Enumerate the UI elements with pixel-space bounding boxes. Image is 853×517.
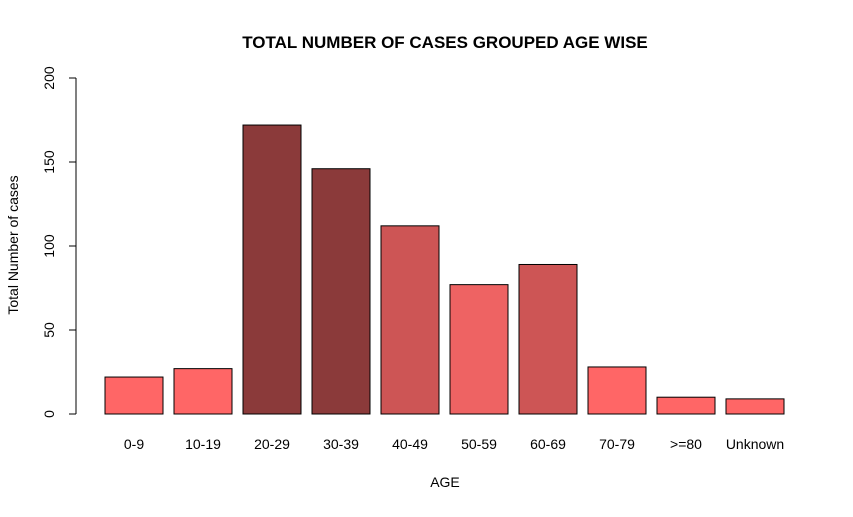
y-tick-label: 50 bbox=[41, 322, 57, 338]
x-tick-label: 30-39 bbox=[323, 436, 359, 452]
x-tick-label: 20-29 bbox=[254, 436, 290, 452]
y-axis-label: Total Number of cases bbox=[5, 175, 21, 314]
x-tick-label: 70-79 bbox=[599, 436, 635, 452]
x-tick-label: 50-59 bbox=[461, 436, 497, 452]
x-tick-labels: 0-9 10-19 20-29 30-39 40-49 50-59 60-69 70-79 >=… bbox=[124, 436, 784, 452]
chart-title: TOTAL NUMBER OF CASES GROUPED AGE WISE bbox=[242, 33, 648, 52]
bars-group bbox=[104, 124, 785, 415]
y-tick-label: 100 bbox=[41, 234, 57, 258]
x-tick-label: 10-19 bbox=[185, 436, 221, 452]
bar-60-69 bbox=[518, 263, 578, 415]
bar-0-9 bbox=[104, 376, 164, 415]
bar-10-19 bbox=[173, 368, 233, 415]
bar-20-29 bbox=[242, 124, 302, 415]
bar-Unknown bbox=[725, 398, 785, 415]
y-tick-label: 200 bbox=[41, 66, 57, 90]
y-tick-label: 150 bbox=[41, 150, 57, 174]
bar-40-49 bbox=[380, 225, 440, 415]
x-tick-label: 40-49 bbox=[392, 436, 428, 452]
x-tick-label: Unknown bbox=[726, 436, 784, 452]
bar--80 bbox=[656, 396, 716, 415]
y-axis: 0 50 100 150 200 bbox=[41, 66, 77, 418]
bar-70-79 bbox=[587, 366, 647, 415]
x-tick-label: 0-9 bbox=[124, 436, 144, 452]
x-axis-label: AGE bbox=[430, 474, 460, 490]
x-tick-label: 60-69 bbox=[530, 436, 566, 452]
bar-50-59 bbox=[449, 284, 509, 415]
y-tick-label: 0 bbox=[41, 410, 57, 418]
bar-30-39 bbox=[311, 168, 371, 415]
x-tick-label: >=80 bbox=[670, 436, 702, 452]
